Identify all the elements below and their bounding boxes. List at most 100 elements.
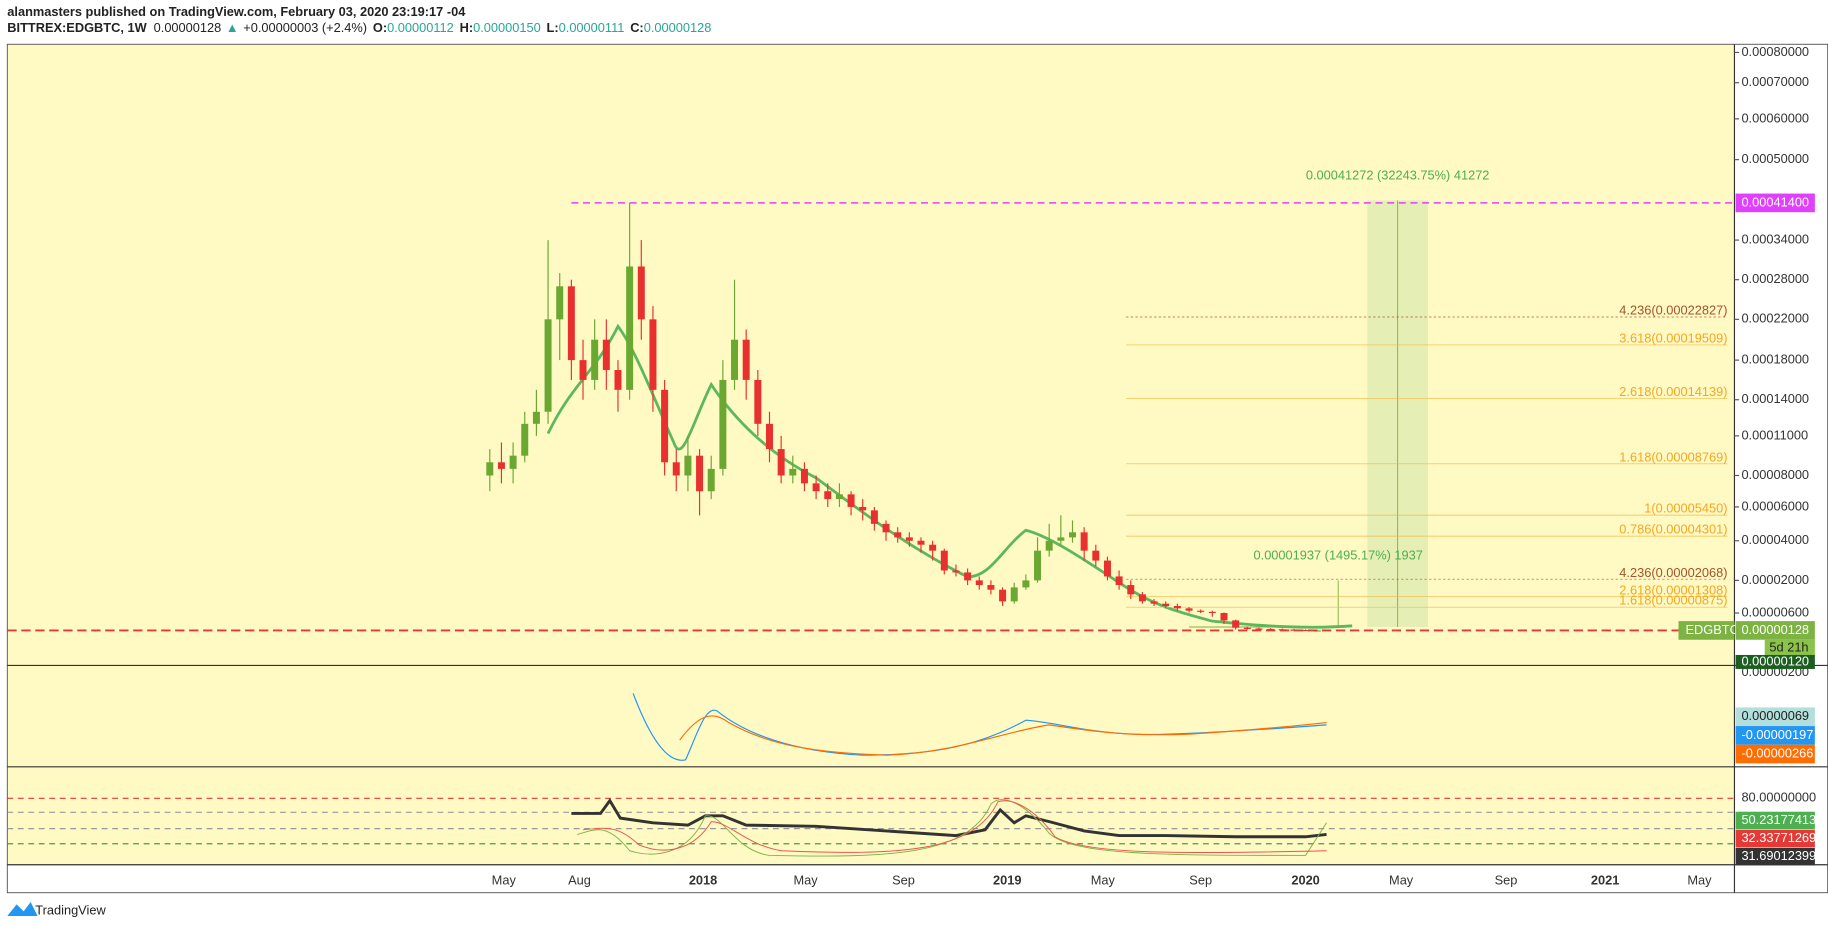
x-tick-label: May: [1389, 872, 1414, 887]
candle-body: [882, 523, 890, 533]
ohlc-value: 0.00000128: [644, 21, 712, 36]
candle-body: [1069, 532, 1076, 538]
rsi-tag-bg: [1735, 811, 1815, 830]
candle-body: [1045, 540, 1053, 551]
macd-tag: -0.00000197: [1741, 727, 1813, 742]
rsi-tag-bg: [1735, 829, 1815, 848]
level-label: 0.00041400: [1741, 194, 1809, 209]
candle-body: [1173, 606, 1181, 609]
measure-label: 0.00001937 (1495.17%) 1937: [1254, 547, 1423, 562]
candle-body: [544, 319, 552, 412]
stoch-k: [577, 799, 1327, 857]
candle-body: [940, 550, 948, 571]
y-tick-label: 0.00014000: [1741, 391, 1809, 406]
countdown-bg: [1764, 639, 1815, 657]
ohlc-value: 0.00000112: [387, 21, 454, 36]
rsi-tick-label: 80.00000000: [1741, 790, 1816, 805]
fib-label: 2.618(0.00001308): [1619, 582, 1727, 597]
candle-body: [1010, 587, 1018, 602]
ohlc-value: 0.00000111: [559, 21, 625, 36]
arrow: ▲: [226, 21, 239, 36]
x-tick-label: Sep: [1189, 872, 1212, 887]
macd-tag: 0.00000069: [1741, 708, 1809, 723]
candle-body: [1302, 629, 1310, 632]
ohlc-key: O:: [373, 21, 387, 36]
candle-body: [800, 468, 808, 484]
candle-body: [1150, 601, 1158, 604]
x-tick-label: Sep: [892, 872, 915, 887]
ohlc-key: C:: [630, 21, 644, 36]
x-tick-label: 2020: [1291, 872, 1319, 887]
ohlc-key: H:: [460, 21, 474, 36]
change: +0.00000003 (+2.4%): [243, 21, 367, 36]
candle-body: [1208, 611, 1216, 614]
candle-body: [497, 462, 505, 469]
y-tick-label: 0.00034000: [1741, 231, 1809, 246]
candle-body: [591, 339, 599, 380]
fib-label: 2.618(0.00014139): [1619, 384, 1727, 399]
candle-body: [614, 370, 622, 390]
candle-body: [765, 423, 773, 450]
candle-body: [812, 483, 820, 492]
low-tag-bg: [1735, 654, 1815, 669]
candle-body: [1127, 585, 1135, 595]
candle-body: [1220, 613, 1228, 621]
price-tag: 0.00000128: [1741, 622, 1809, 637]
y-tick-label: 0.00006000: [1741, 498, 1809, 513]
candle-body: [1313, 630, 1321, 632]
candle-body: [952, 570, 960, 573]
ohlc-key: L:: [547, 21, 559, 36]
y-tick-label: 0.00002000: [1741, 572, 1809, 587]
candle-body: [894, 532, 902, 538]
candle-body: [719, 379, 727, 469]
rsi-tag-bg: [1735, 847, 1815, 866]
candle-body: [859, 506, 867, 511]
candle-body: [579, 360, 587, 380]
y-tick-label: 0.00022000: [1741, 311, 1809, 326]
candle-body: [975, 580, 983, 586]
candle-body: [1057, 537, 1065, 541]
last-price: 0.00000128: [154, 21, 222, 36]
symbol-tag-bg: [1678, 621, 1735, 640]
candle-body: [1197, 610, 1205, 612]
candle-body: [567, 286, 575, 361]
y-tick-label: 0.00011000: [1741, 427, 1808, 442]
x-tick-label: Sep: [1495, 872, 1518, 887]
candle-body: [486, 462, 494, 476]
candle-body: [1103, 560, 1111, 577]
candle-body: [1185, 608, 1193, 611]
candle-body: [684, 455, 692, 476]
symbol: BITTREX:EDGBTC, 1W: [7, 21, 147, 36]
x-tick-label: May: [1687, 872, 1712, 887]
publisher: alanmasters published on TradingView.com…: [7, 4, 466, 19]
candle-body: [661, 389, 669, 463]
candle-body: [1267, 628, 1275, 631]
candle-body: [987, 585, 995, 590]
candle-body: [789, 468, 797, 476]
y-tick-label: 0.00018000: [1741, 352, 1809, 367]
candle-body: [964, 572, 972, 581]
brand: TradingView: [35, 903, 106, 918]
macd-tag-bg: [1735, 726, 1815, 745]
macd-tag: -0.00000266: [1741, 745, 1813, 760]
candle-body: [870, 510, 878, 524]
rsi-tag: 31.69012399: [1741, 848, 1816, 863]
candle-body: [754, 379, 762, 424]
ohlc-value: 0.00000150: [473, 21, 541, 36]
candle-body: [532, 411, 540, 424]
rsi-line: [571, 798, 1327, 839]
candle-body: [637, 266, 645, 320]
candle-body: [731, 339, 739, 380]
candle-body: [1243, 627, 1251, 629]
candle-body: [1255, 628, 1263, 630]
candle-body: [1232, 620, 1240, 628]
countdown: 5d 21h: [1769, 639, 1808, 654]
y-tick-label: 0.00028000: [1741, 271, 1809, 286]
candle-body: [999, 589, 1007, 602]
candle-body: [707, 468, 715, 492]
candle-body: [1022, 580, 1030, 588]
y-tick-label: 0.00004000: [1741, 532, 1809, 547]
candle-body: [696, 455, 704, 492]
